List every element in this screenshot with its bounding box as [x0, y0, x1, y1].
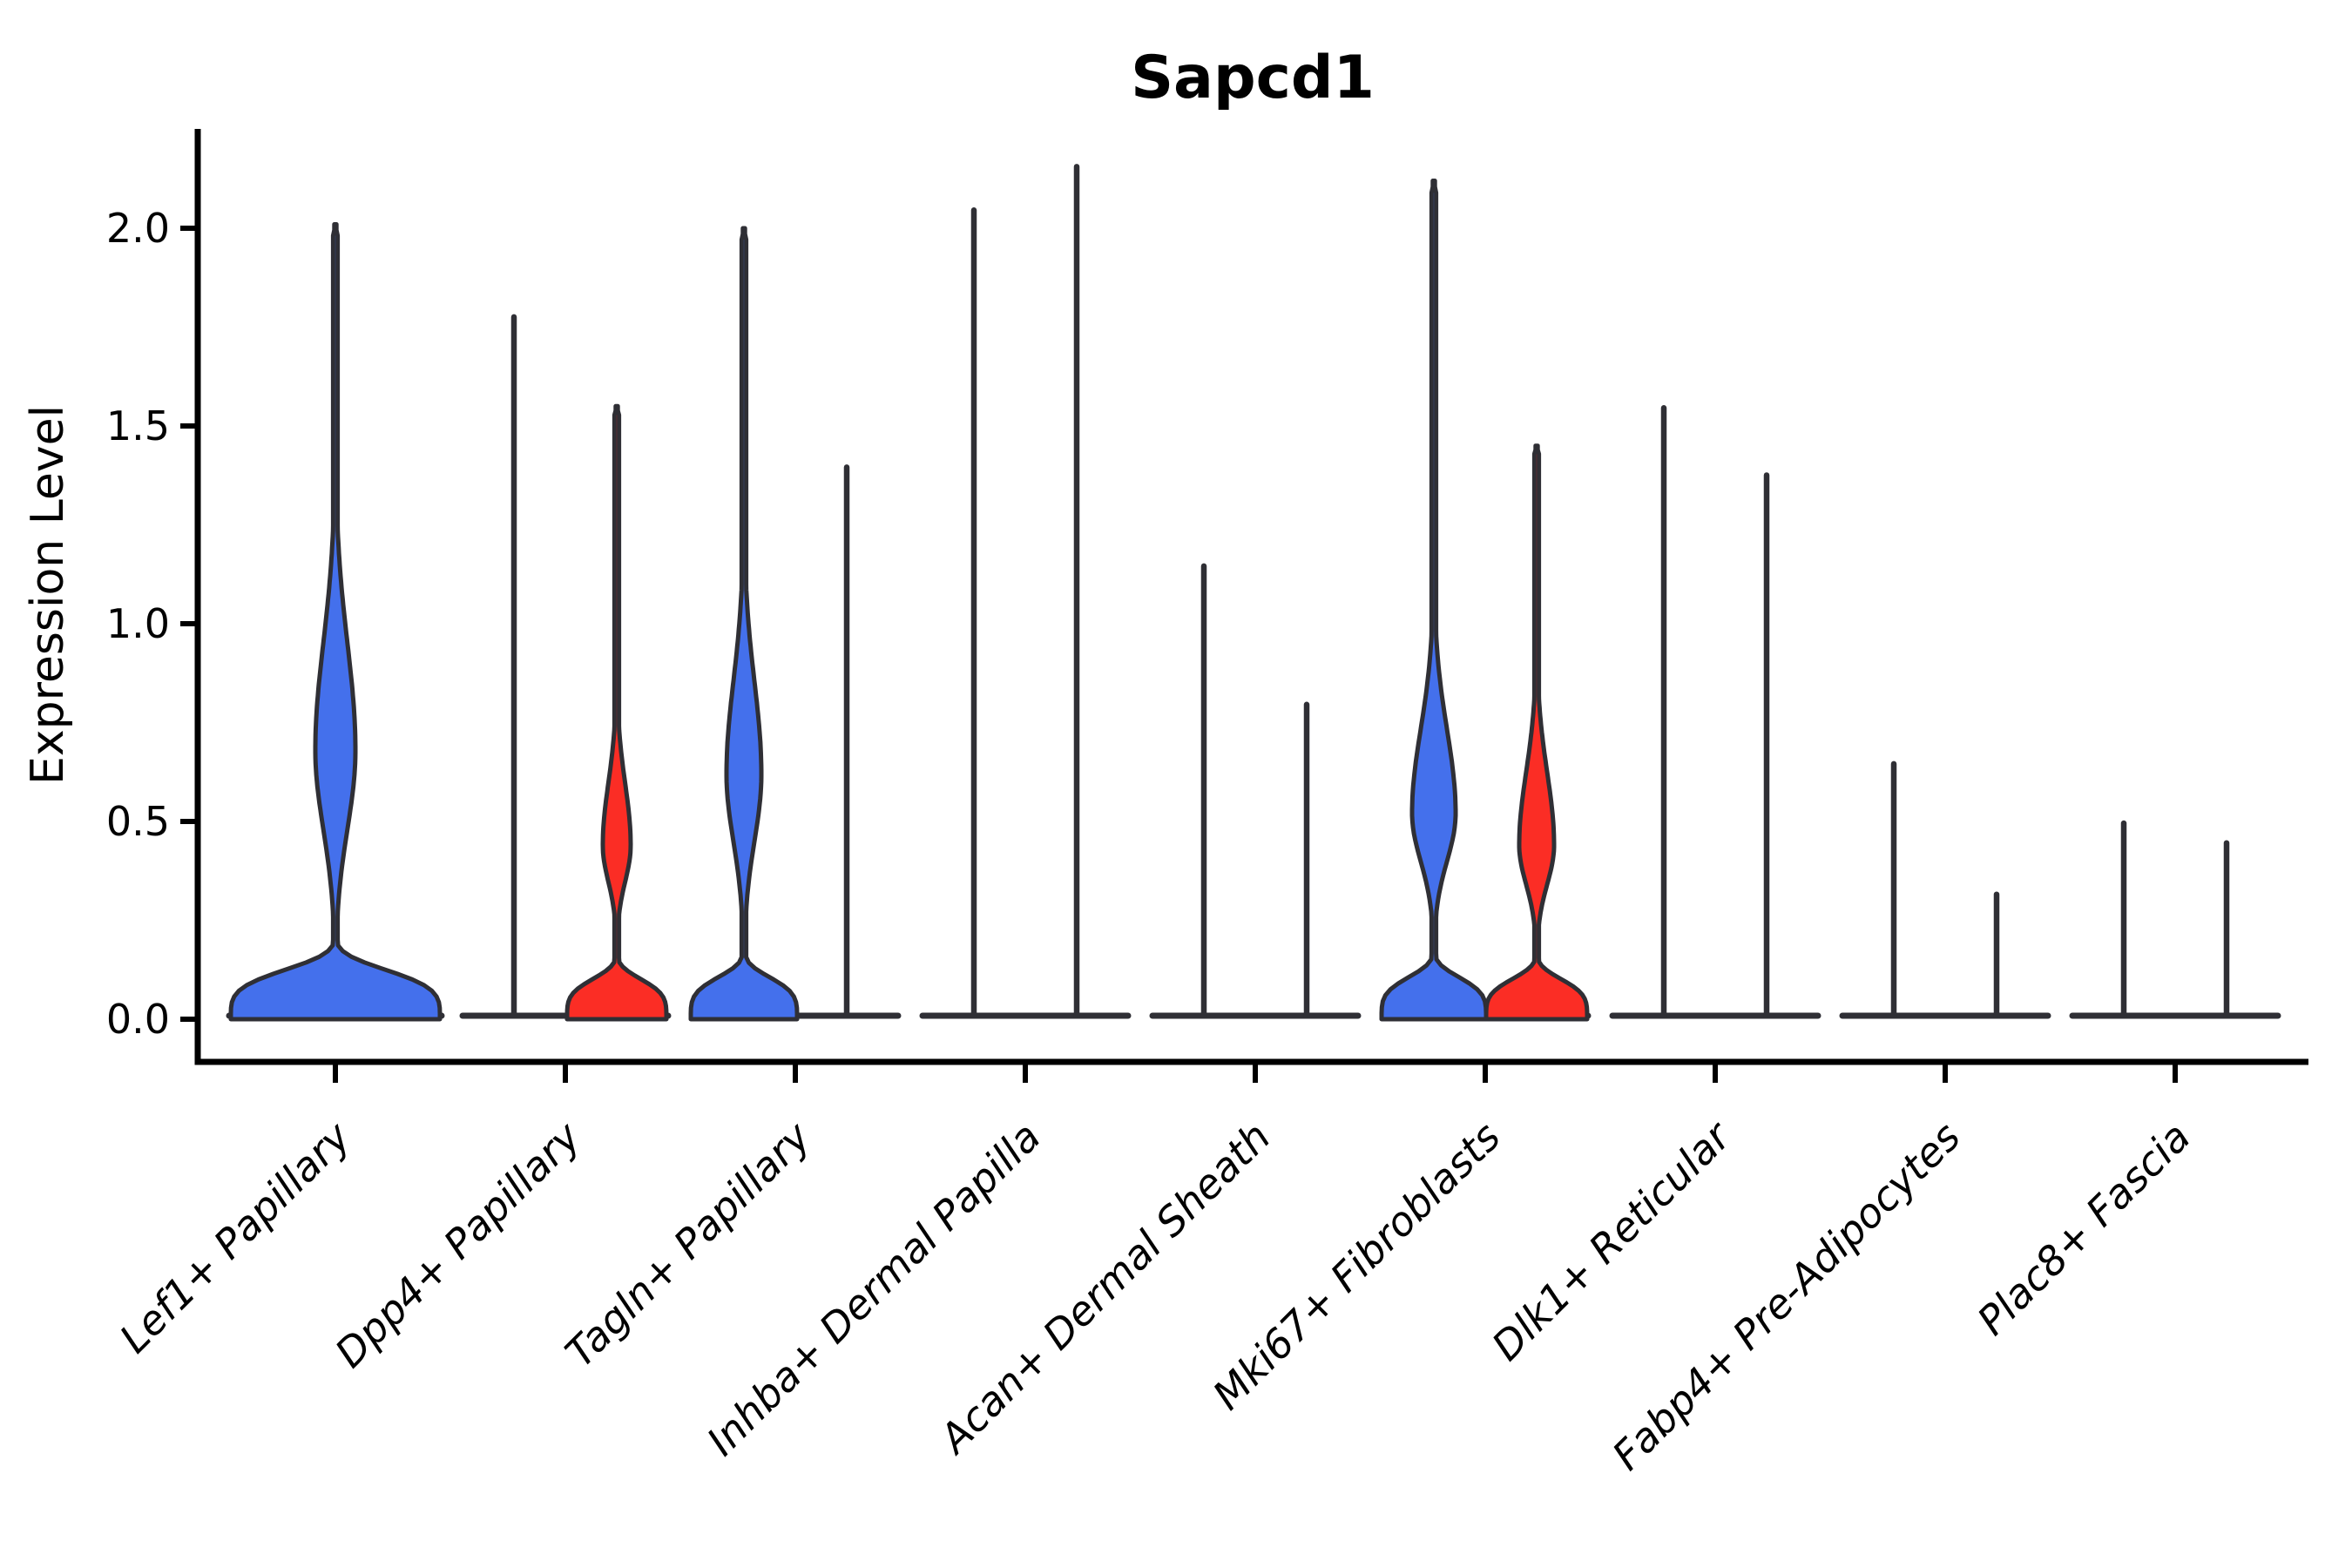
chart-title: Sapcd1 [1131, 44, 1375, 112]
x-tick-label-dpp4-papillary: Dpp4+ Papillary [326, 1112, 590, 1376]
violin-dpp4-papillary-right [564, 403, 669, 1022]
violin-mki67-fibroblasts-right [1484, 443, 1590, 1022]
y-axis-label: Expression Level [22, 405, 74, 785]
x-tick-label-plac8-fascia: Plac8+ Fascia [1968, 1113, 2199, 1344]
y-tick-label: 0.5 [106, 798, 170, 845]
violin-lef1-papillary-center [228, 222, 443, 1022]
axes-layer [194, 129, 2308, 1065]
y-tick-label: 2.0 [106, 205, 170, 252]
violins-layer [228, 164, 2230, 1022]
x-tick-label-lef1-papillary: Lef1+ Papillary [111, 1112, 360, 1362]
y-tick-label: 1.0 [106, 600, 170, 647]
violin-mki67-fibroblasts-left [1379, 179, 1489, 1022]
y-tick-label: 1.5 [106, 402, 170, 449]
x-tick-label-dlk1-reticular: Dlk1+ Reticular [1483, 1111, 1741, 1369]
ticks-layer [180, 226, 2178, 1083]
x-tick-label-tagln-papillary: Tagln+ Papillary [556, 1112, 820, 1376]
y-tick-label: 0.0 [106, 996, 170, 1043]
violin-tagln-papillary-left [688, 226, 800, 1022]
